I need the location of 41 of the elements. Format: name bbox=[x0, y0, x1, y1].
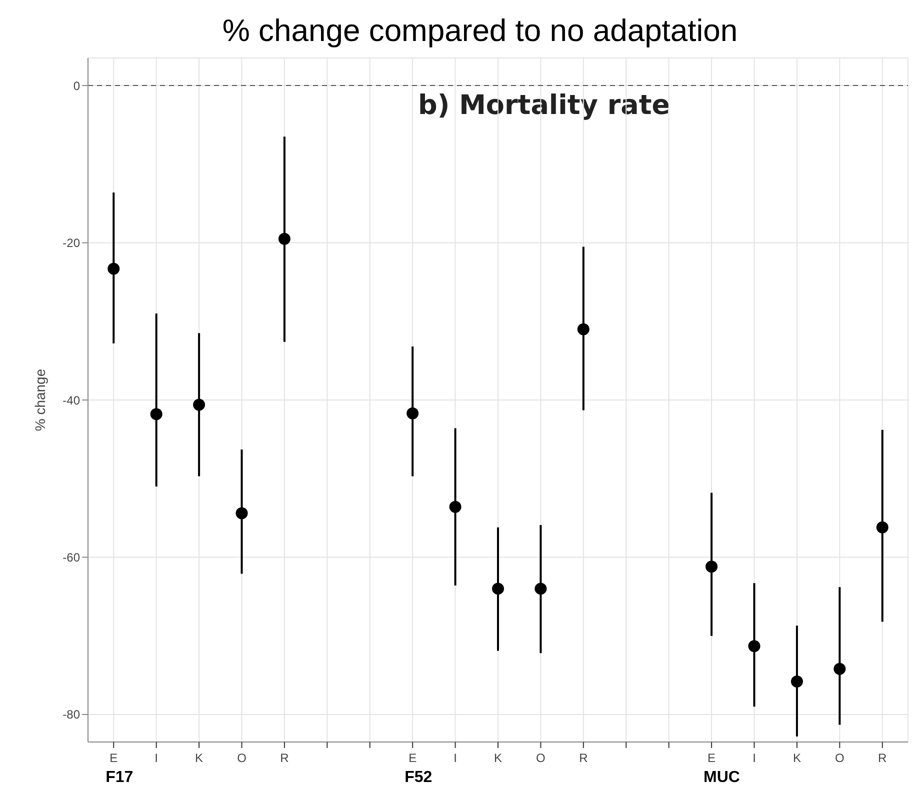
x-tick-label: K bbox=[792, 751, 801, 765]
point bbox=[834, 662, 846, 675]
x-tick-label: R bbox=[579, 751, 588, 765]
point bbox=[534, 582, 547, 595]
x-tick-label: O bbox=[536, 751, 546, 765]
x-tick-label: O bbox=[237, 751, 246, 765]
point bbox=[876, 521, 888, 534]
y-axis-title: % change bbox=[32, 368, 48, 432]
text: b) Mortality rate bbox=[418, 90, 670, 121]
point bbox=[706, 560, 718, 573]
x-tick-label: R bbox=[280, 751, 290, 765]
x-tick-label: I bbox=[154, 751, 158, 765]
point bbox=[449, 500, 462, 513]
x-tick-label: I bbox=[454, 751, 457, 765]
y-tick-label: -60 bbox=[62, 550, 80, 564]
point bbox=[193, 398, 206, 411]
x-tick-label: R bbox=[878, 751, 888, 765]
point bbox=[108, 262, 120, 275]
y-tick-label: -40 bbox=[62, 393, 80, 408]
point bbox=[406, 407, 419, 420]
x-tick-label: E bbox=[110, 751, 118, 765]
x-tick-label: I bbox=[752, 751, 756, 765]
chart-title: % change compared to no adaptation bbox=[221, 12, 739, 50]
point bbox=[236, 507, 248, 520]
text: MUC bbox=[704, 769, 740, 786]
point bbox=[278, 232, 290, 245]
text: F17 bbox=[106, 769, 134, 786]
y-tick-label: -20 bbox=[62, 236, 80, 250]
point bbox=[577, 323, 590, 336]
y-tick-label: 0 bbox=[73, 78, 80, 93]
point bbox=[492, 582, 504, 595]
point bbox=[790, 675, 803, 688]
x-tick-label: K bbox=[494, 751, 502, 765]
text: F52 bbox=[404, 769, 432, 786]
x-tick-label: E bbox=[708, 751, 716, 765]
x-tick-label: K bbox=[195, 751, 204, 765]
point bbox=[150, 408, 162, 420]
y-tick-label: -80 bbox=[62, 708, 80, 722]
x-tick-label: E bbox=[408, 751, 417, 765]
point bbox=[748, 640, 760, 652]
x-tick-label: O bbox=[834, 751, 844, 765]
